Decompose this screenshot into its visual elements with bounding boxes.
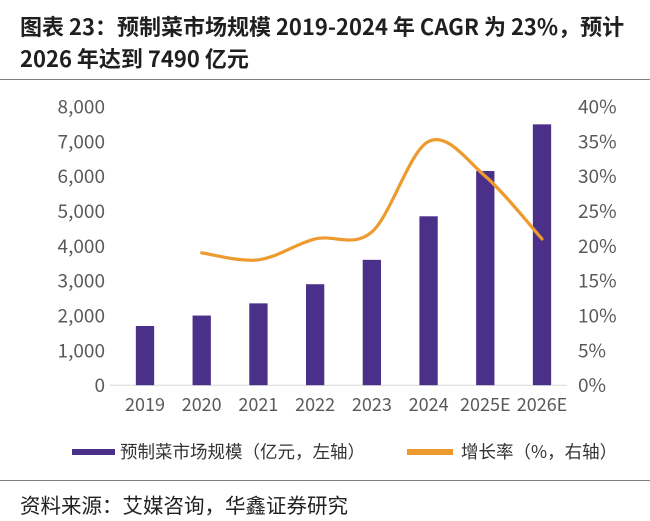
- svg-text:2023: 2023: [352, 391, 392, 417]
- svg-text:15%: 15%: [578, 267, 617, 294]
- svg-text:8,000: 8,000: [58, 93, 105, 120]
- svg-text:增长率（%，右轴）: 增长率（%，右轴）: [461, 439, 617, 464]
- svg-text:预制菜市场规模（亿元，左轴）: 预制菜市场规模（亿元，左轴）: [120, 439, 365, 464]
- svg-text:35%: 35%: [578, 127, 617, 154]
- svg-text:10%: 10%: [578, 301, 617, 328]
- svg-text:2022: 2022: [295, 391, 335, 417]
- svg-text:5%: 5%: [578, 336, 606, 363]
- svg-text:6,000: 6,000: [58, 162, 105, 189]
- svg-text:2020: 2020: [182, 391, 222, 417]
- svg-text:2019: 2019: [125, 391, 165, 417]
- svg-text:2025E: 2025E: [460, 391, 511, 417]
- svg-text:4,000: 4,000: [58, 232, 105, 259]
- svg-text:20%: 20%: [578, 232, 617, 259]
- svg-text:3,000: 3,000: [58, 267, 105, 294]
- svg-text:30%: 30%: [578, 162, 617, 189]
- svg-text:0: 0: [94, 371, 105, 398]
- svg-text:1,000: 1,000: [58, 336, 105, 363]
- svg-text:2024: 2024: [409, 391, 449, 417]
- svg-text:5,000: 5,000: [58, 197, 105, 224]
- svg-text:2026E: 2026E: [517, 391, 568, 417]
- svg-text:2,000: 2,000: [58, 301, 105, 328]
- svg-text:7,000: 7,000: [58, 127, 105, 154]
- svg-text:40%: 40%: [578, 93, 617, 120]
- svg-text:2021: 2021: [238, 391, 278, 417]
- svg-text:0%: 0%: [578, 371, 606, 398]
- svg-text:25%: 25%: [578, 197, 617, 224]
